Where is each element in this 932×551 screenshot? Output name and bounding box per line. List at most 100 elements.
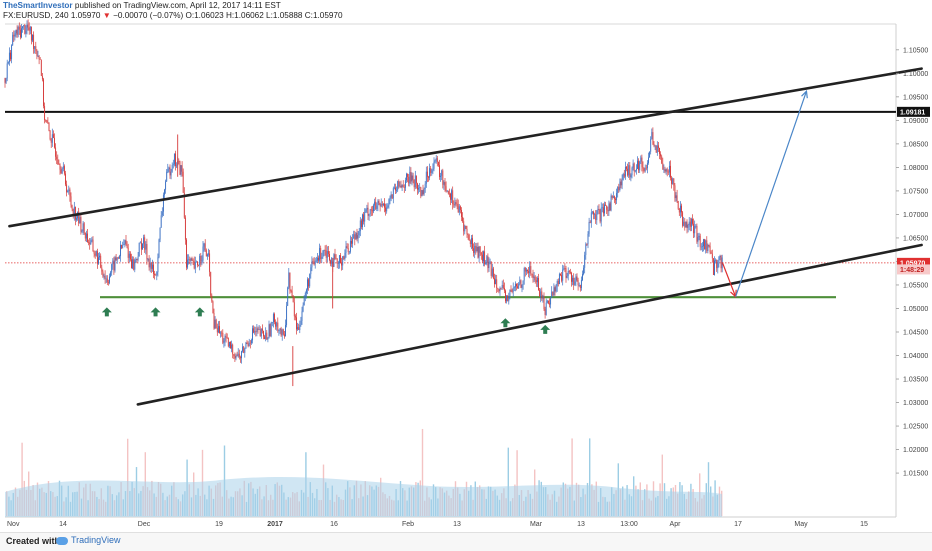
candle-body <box>8 52 10 63</box>
date-label: 17 <box>734 521 742 528</box>
candle-body <box>483 251 484 262</box>
candle-body <box>538 278 539 291</box>
volume-bar <box>661 454 663 516</box>
candle-body <box>641 157 643 167</box>
candle-body <box>674 185 676 199</box>
candle-body <box>274 314 275 322</box>
header-row-1: TheSmartInvestor published on TradingVie… <box>3 1 883 11</box>
candle-body <box>214 319 216 329</box>
candle-body <box>584 254 586 268</box>
price-tick-label: 1.05500 <box>903 282 928 289</box>
publisher-link[interactable]: TheSmartInvestor <box>3 1 73 10</box>
candle-body <box>56 156 58 160</box>
candle-body <box>630 175 632 178</box>
candle-body <box>628 165 630 176</box>
candle-body <box>73 206 75 217</box>
candle-body <box>356 233 358 239</box>
candle-body <box>465 225 467 229</box>
candle-body <box>50 139 52 143</box>
candle-body <box>159 227 161 240</box>
candle-body <box>704 239 706 250</box>
candle-body <box>552 291 554 296</box>
candle-body <box>6 63 8 79</box>
candle-body <box>11 45 13 60</box>
candle-body <box>359 220 361 232</box>
candle-body <box>343 256 345 260</box>
candle-body <box>480 252 482 255</box>
candle-body <box>408 176 410 184</box>
candle-body <box>377 200 379 206</box>
candle-body <box>373 205 374 212</box>
candle-body <box>28 27 30 31</box>
candle-body <box>302 305 304 312</box>
candle-body <box>618 186 620 190</box>
candle-body <box>61 168 63 174</box>
swing-markers <box>101 307 551 334</box>
candle-body <box>285 325 286 337</box>
tradingview-brand: TradingView <box>71 535 121 545</box>
candle-body <box>183 192 185 218</box>
chart-background <box>0 0 932 532</box>
candle-body <box>698 235 700 238</box>
candle-body <box>528 271 530 274</box>
candle-body <box>345 246 347 253</box>
candle-body <box>305 289 307 294</box>
candle-body <box>320 248 322 259</box>
candle-body <box>661 156 663 164</box>
candle-body <box>210 271 212 296</box>
candle-body <box>10 52 11 60</box>
candle-body <box>122 245 124 249</box>
candle-body <box>687 224 689 228</box>
candle-body <box>396 190 398 191</box>
candle-body <box>23 25 25 27</box>
candle-body <box>83 223 85 233</box>
candle-body <box>638 160 640 171</box>
candle-body <box>409 171 411 184</box>
price-tick-label: 1.09000 <box>903 118 928 125</box>
candle-body <box>595 214 597 221</box>
candle-body <box>94 253 96 256</box>
candle-body <box>69 189 71 197</box>
candle-body <box>403 187 405 188</box>
candle-body <box>195 261 197 263</box>
price-tick-label: 1.07000 <box>903 212 928 219</box>
candle-body <box>261 328 263 331</box>
candle-body <box>556 281 558 287</box>
candle-body <box>553 287 555 296</box>
candle-body <box>473 248 475 253</box>
candle-body <box>107 282 109 283</box>
candle-body <box>266 332 268 340</box>
candle-body <box>336 258 338 264</box>
candle-body <box>453 204 455 206</box>
candle-body <box>411 175 413 182</box>
candle-body <box>352 238 354 244</box>
volume-bar <box>127 438 129 516</box>
candle-body <box>270 322 272 337</box>
candle-body <box>534 276 536 281</box>
candle-body <box>461 210 462 218</box>
candle-body <box>331 258 333 264</box>
candle-body <box>632 163 634 168</box>
candle-body <box>296 317 297 330</box>
candle-body <box>292 296 294 303</box>
price-tick-label: 1.09500 <box>903 94 928 101</box>
candle-body <box>91 239 93 241</box>
candle-body <box>692 218 693 224</box>
candle-body <box>615 198 616 201</box>
candle-body <box>124 240 126 244</box>
candle-body <box>543 296 545 310</box>
candle-body <box>423 189 425 195</box>
candle-body <box>334 254 336 259</box>
candle-body <box>681 205 682 213</box>
candle-body <box>167 169 169 172</box>
candle-body <box>245 342 247 349</box>
date-label: 13 <box>577 521 585 528</box>
candle-body <box>500 287 502 289</box>
candle-body <box>699 235 701 247</box>
candle-body <box>440 175 442 177</box>
projection-arrows <box>721 89 808 299</box>
volume-bar <box>21 442 23 516</box>
price-chart[interactable]: 1.10500 1.10000 1.09500 1.09000 1.08500 1.080… <box>0 0 932 532</box>
tradingview-link[interactable]: TradingView <box>56 535 121 545</box>
candle-body <box>591 211 593 213</box>
